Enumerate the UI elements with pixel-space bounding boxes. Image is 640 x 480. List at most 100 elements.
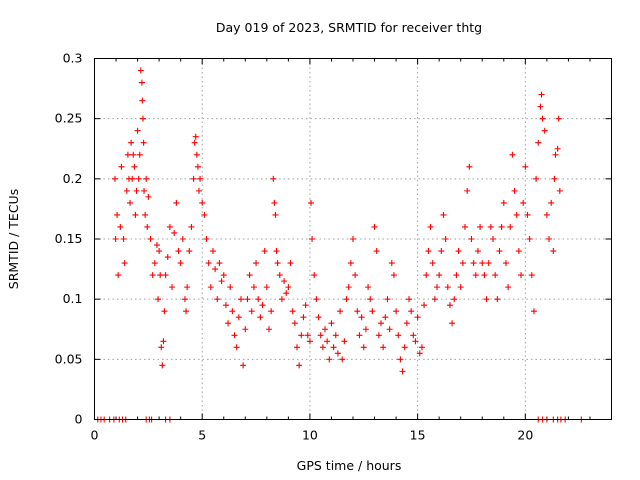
data-point [541, 127, 548, 134]
data-point [373, 248, 380, 255]
data-point [414, 314, 421, 321]
y-tick-label: 0.15 [55, 231, 83, 246]
data-point [334, 350, 341, 357]
data-point [483, 296, 490, 303]
data-point [468, 236, 475, 242]
data-point [449, 320, 456, 327]
data-point [153, 242, 160, 249]
data-point [464, 187, 471, 194]
data-point [524, 211, 531, 218]
data-point [440, 211, 447, 218]
data-point [502, 260, 509, 267]
y-tick-label: 0 [75, 412, 83, 427]
data-point [455, 248, 462, 255]
data-point [466, 163, 473, 170]
data-point [410, 332, 417, 339]
data-point [356, 332, 363, 339]
data-point [283, 290, 290, 297]
data-point [533, 175, 540, 182]
data-point [124, 151, 131, 158]
data-point [393, 308, 400, 315]
data-point [207, 284, 214, 291]
data-point [507, 223, 514, 230]
data-point [436, 272, 443, 279]
data-point [181, 296, 188, 303]
data-point [412, 338, 419, 345]
data-point [382, 314, 389, 321]
data-point [434, 284, 441, 291]
data-point [500, 199, 507, 206]
data-point [222, 302, 229, 309]
data-point [358, 314, 365, 321]
data-point [205, 260, 212, 267]
data-point [273, 248, 280, 255]
data-point [431, 296, 438, 303]
data-point [429, 260, 436, 267]
data-point [317, 332, 324, 339]
data-point [302, 302, 309, 309]
data-point [271, 199, 278, 206]
data-point [134, 127, 141, 134]
data-point [121, 260, 128, 267]
data-point [129, 175, 136, 182]
data-point [159, 362, 166, 369]
data-point [309, 236, 316, 242]
data-point [395, 332, 402, 339]
data-point [235, 314, 242, 321]
data-point [505, 284, 512, 291]
data-point [388, 260, 395, 267]
data-point [191, 139, 198, 146]
data-point [509, 151, 516, 158]
data-point [380, 344, 387, 351]
data-point [261, 248, 268, 255]
data-point [496, 248, 503, 255]
data-point [513, 211, 520, 218]
data-point [188, 223, 195, 230]
y-axis-label: SRMTID / TECUs [6, 189, 21, 289]
data-point [135, 175, 142, 182]
data-point [287, 260, 294, 267]
data-point [457, 284, 464, 291]
data-point [253, 260, 260, 267]
data-point [130, 151, 137, 158]
data-point [237, 296, 244, 303]
data-point [157, 272, 164, 279]
data-point [538, 91, 545, 98]
x-tick-label: 5 [198, 428, 206, 443]
data-point [184, 284, 191, 291]
data-point [161, 308, 168, 315]
data-point [296, 362, 303, 369]
data-point [548, 199, 555, 206]
x-tick-label: 0 [91, 428, 99, 443]
data-point [118, 163, 125, 170]
data-point [255, 296, 262, 303]
data-point [257, 314, 264, 321]
data-point [203, 236, 210, 242]
data-point [212, 266, 219, 273]
data-point [425, 248, 432, 255]
data-point [362, 326, 369, 333]
data-point [123, 187, 130, 194]
data-point [337, 308, 344, 315]
data-point [552, 151, 559, 158]
data-point [160, 338, 167, 345]
data-point [197, 175, 204, 182]
data-point [139, 97, 146, 104]
y-tick-label: 0.1 [63, 291, 83, 306]
data-point [114, 211, 121, 218]
data-point [131, 163, 138, 170]
y-tick-label: 0.3 [63, 51, 83, 66]
data-points [94, 67, 585, 423]
data-point [289, 308, 296, 315]
data-point [474, 248, 481, 255]
data-point [175, 248, 182, 255]
data-point [179, 236, 186, 242]
data-point [518, 272, 525, 279]
data-point [291, 320, 298, 327]
data-point [220, 272, 227, 279]
data-point [350, 236, 356, 242]
data-point [319, 344, 326, 351]
data-point [390, 272, 397, 279]
data-point [555, 115, 562, 122]
data-point [371, 223, 378, 230]
